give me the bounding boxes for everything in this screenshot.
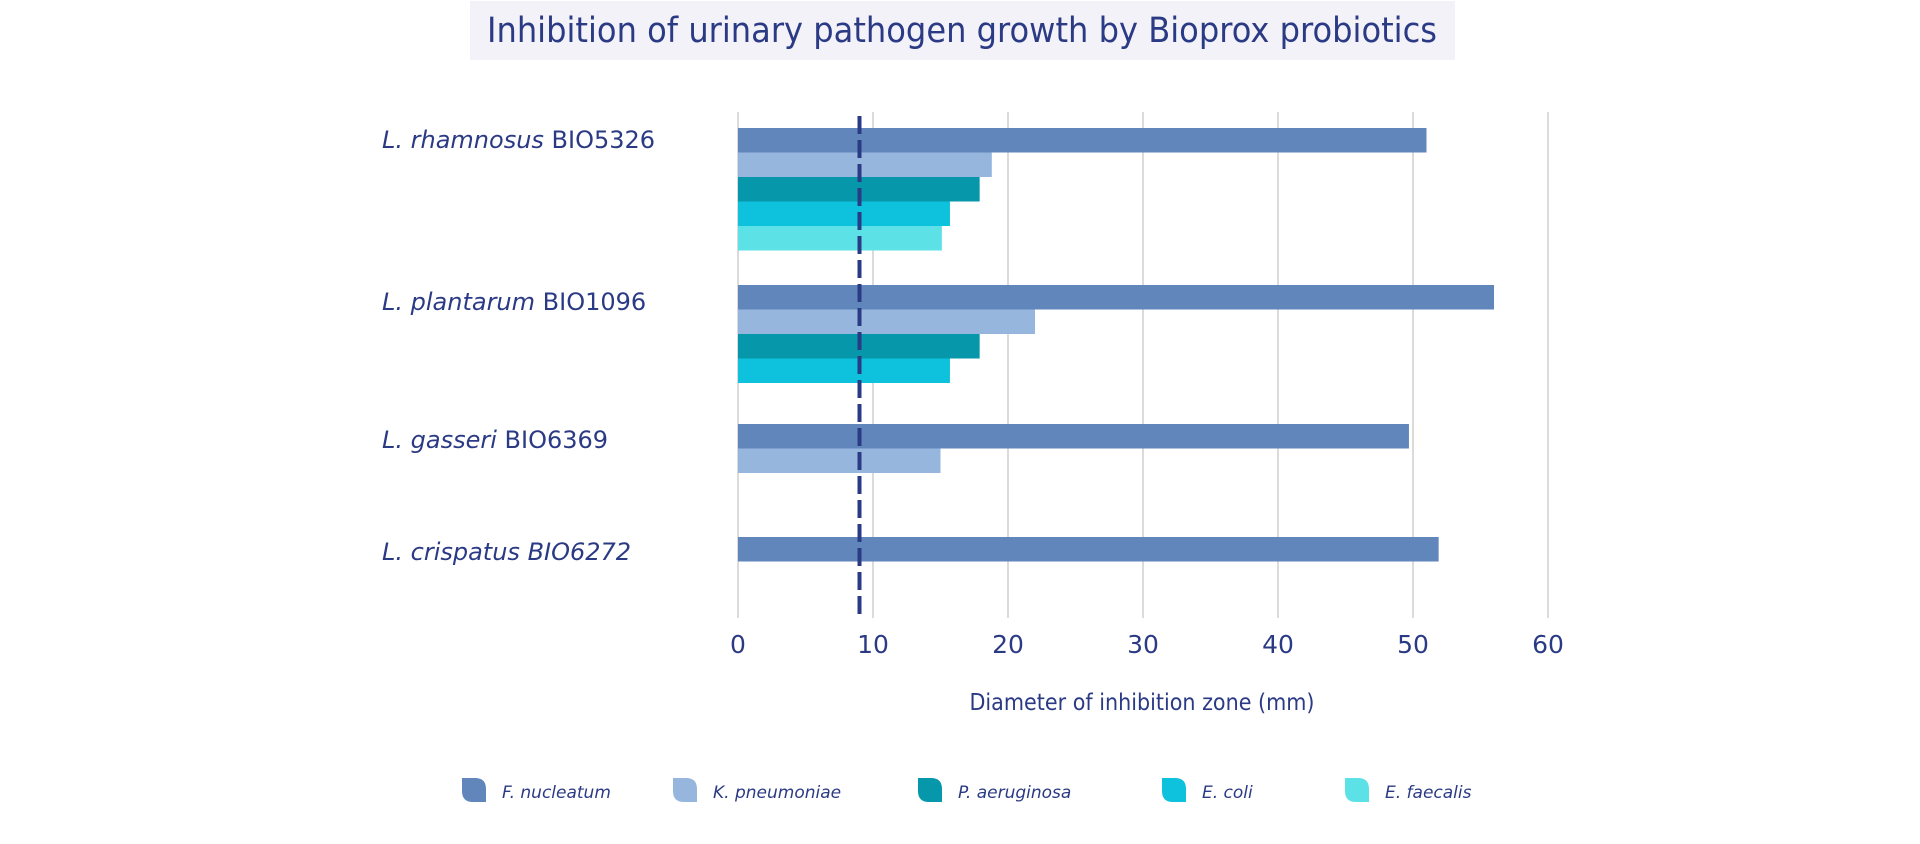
strain-name: BIO5326 [544,126,655,154]
species-name: L. gasseri [382,426,497,454]
species-name: L. plantarum [382,288,535,316]
legend-swatch [1345,778,1369,802]
x-tick-label: 20 [992,630,1024,659]
legend-item: E. coli [1162,778,1253,803]
chart-title: Inhibition of urinary pathogen growth by… [487,11,1437,51]
x-tick-label: 40 [1262,630,1294,659]
legend-swatch [918,778,942,802]
legend-swatch [462,778,486,802]
bar [738,448,941,473]
x-tick-labels: 0 10 20 30 40 50 60 [730,630,1564,659]
category-label: L. crispatus BIO6272 [382,538,631,566]
bar [738,424,1409,449]
legend-item: K. pneumoniae [673,778,841,803]
strain-name: BIO6272 [520,538,631,566]
bar [738,537,1439,562]
bar [738,128,1427,153]
species-name: L. rhamnosus [382,126,544,154]
x-tick-label: 50 [1397,630,1429,659]
x-tick-label: 60 [1532,630,1564,659]
x-tick-label: 10 [857,630,889,659]
legend-label: F. nucleatum [502,783,611,803]
species-name: L. crispatus [382,538,520,566]
bar [738,152,992,177]
legend-swatch [673,778,697,802]
bar [738,226,942,251]
legend-label: E. coli [1202,783,1253,803]
x-tick-label: 30 [1127,630,1159,659]
legend-swatch [1162,778,1186,802]
category-label: L. gasseri BIO6369 [382,426,608,454]
bar [738,201,950,226]
legend-item: F. nucleatum [462,778,611,803]
legend-label: K. pneumoniae [713,783,841,803]
x-tick-label: 0 [730,630,746,659]
strain-name: BIO1096 [535,288,646,316]
bar [738,358,950,383]
legend: F. nucleatum K. pneumoniae P. aeruginosa E.… [462,778,1472,803]
bar [738,309,1035,334]
category-label: L. rhamnosus BIO5326 [382,126,655,154]
bar [738,285,1494,310]
legend-label: P. aeruginosa [958,783,1071,803]
x-axis-title: Diameter of inhibition zone (mm) [970,690,1315,716]
legend-item: P. aeruginosa [918,778,1071,803]
category-label: L. plantarum BIO1096 [382,288,646,316]
strain-name: BIO6369 [497,426,608,454]
legend-item: E. faecalis [1345,778,1472,803]
legend-label: E. faecalis [1385,783,1472,803]
title-background [470,1,1455,60]
category-labels: L. rhamnosus BIO5326 L. plantarum BIO1096… [382,126,655,566]
bars [738,128,1494,562]
